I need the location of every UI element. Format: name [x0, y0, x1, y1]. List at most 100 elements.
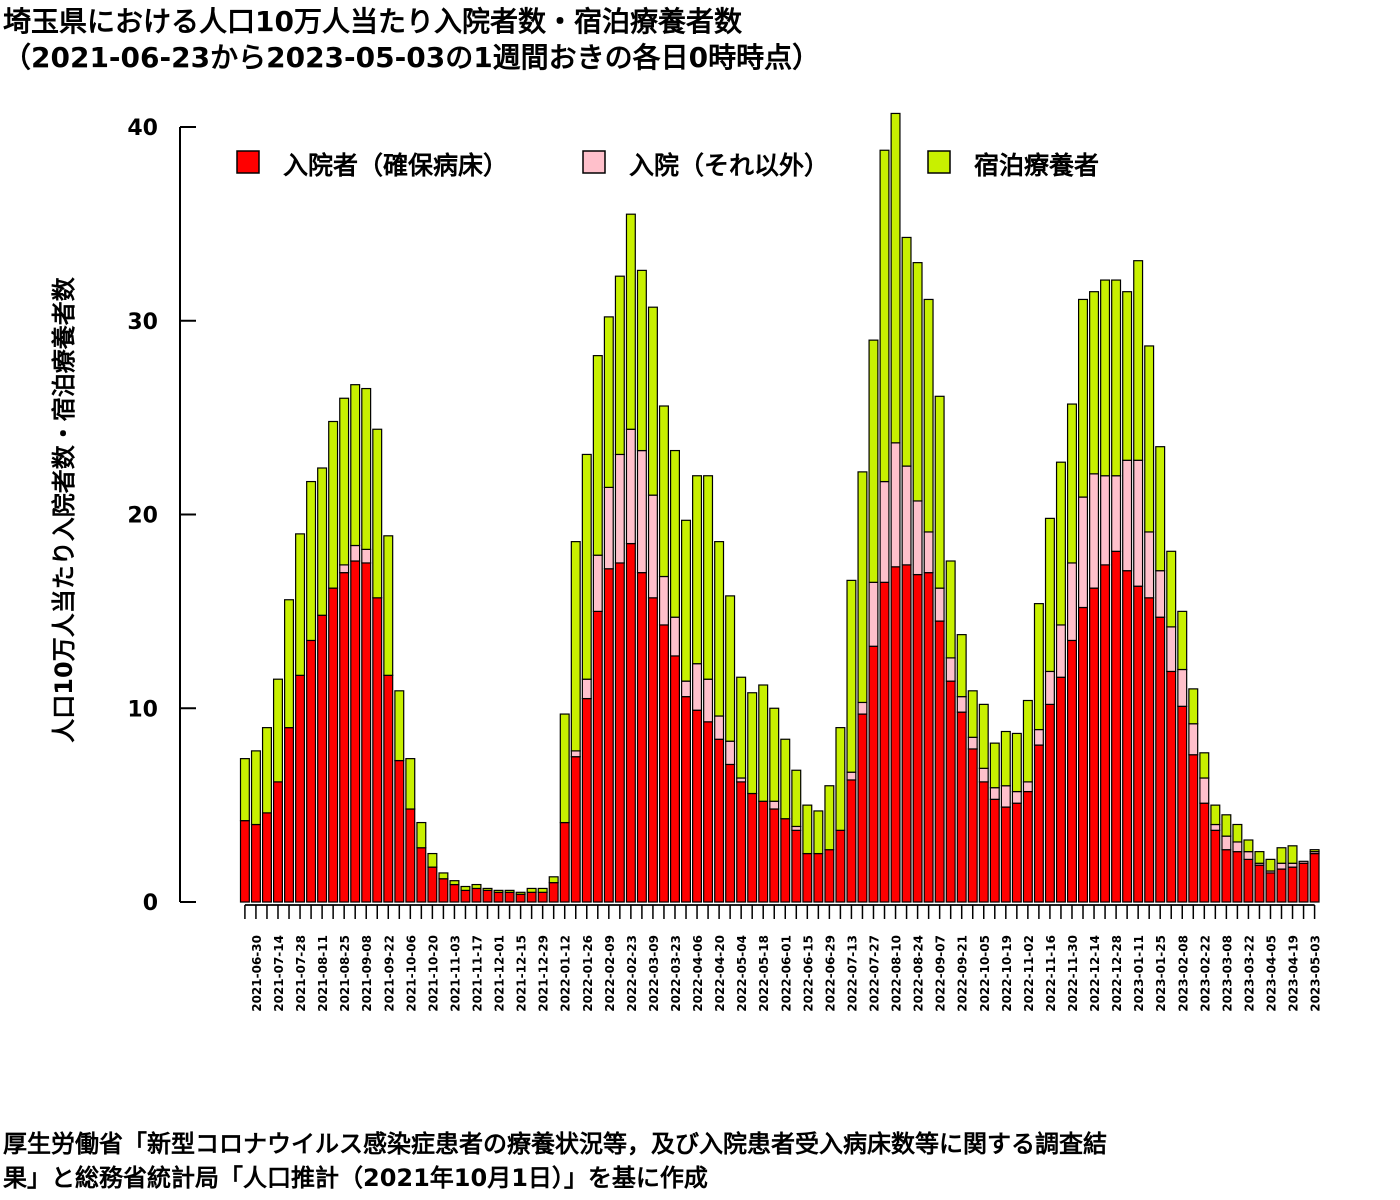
bar-hosp-other-2022-10-26 — [1011, 790, 1022, 804]
bar-hotel-2022-02-23 — [625, 213, 636, 430]
bar-hosp-other-2022-08-17 — [901, 465, 912, 566]
bar-hosp-secured-2022-03-30 — [680, 696, 692, 903]
bar-hosp-secured-2022-04-27 — [725, 763, 736, 903]
bar-hotel-2022-07-13 — [846, 579, 857, 773]
bar-hosp-secured-2022-10-19 — [1000, 806, 1011, 903]
bar-hotel-2022-04-27 — [725, 595, 736, 742]
bar-hosp-secured-2022-11-16 — [1044, 703, 1055, 903]
source-note: 厚生労働省「新型コロナウイルス感染症患者の療養状況等，及び入院患者受入病床数等に… — [3, 1127, 1395, 1195]
bar-hotel-2022-04-06 — [692, 475, 703, 665]
bar-hosp-other-2022-08-10 — [890, 442, 901, 568]
bar-hosp-other-2022-08-24 — [912, 500, 923, 576]
bar-hotel-2023-04-19 — [1287, 845, 1298, 864]
bar-hosp-secured-2023-01-04 — [1122, 570, 1133, 903]
bar-hosp-secured-2022-06-29 — [824, 849, 835, 903]
bar-hosp-secured-2022-09-21 — [956, 711, 967, 903]
bar-hosp-other-2022-01-19 — [570, 750, 581, 758]
x-tick-label-2021-12-15: 2021-12-15 — [515, 935, 529, 1012]
bar-hosp-secured-2022-12-07 — [1077, 606, 1089, 903]
bar-hosp-secured-2022-07-20 — [857, 713, 868, 903]
x-tick-label-2021-09-22: 2021-09-22 — [382, 935, 396, 1012]
bar-hosp-other-2022-09-28 — [967, 736, 978, 750]
x-tick-label-2021-09-08: 2021-09-08 — [360, 935, 374, 1012]
bar-hotel-2022-03-23 — [669, 449, 681, 618]
bar-hosp-other-2022-02-23 — [625, 428, 636, 545]
bar-hosp-secured-2022-12-14 — [1089, 587, 1100, 903]
bar-hotel-2022-07-06 — [835, 727, 846, 831]
bar-hotel-2022-10-26 — [1011, 732, 1022, 793]
bar-hosp-secured-2021-10-20 — [427, 866, 438, 903]
bar-hotel-2022-05-11 — [747, 692, 758, 795]
bar-hosp-secured-2022-03-23 — [669, 655, 681, 903]
bar-hosp-secured-2022-03-16 — [658, 624, 669, 903]
bar-hosp-other-2022-02-16 — [614, 453, 625, 564]
bar-hosp-secured-2022-09-07 — [934, 620, 945, 903]
bar-hotel-2021-08-11 — [317, 467, 328, 616]
legend: 入院者（確保病床） 入院（それ以外） 宿泊療養者 — [236, 150, 1099, 180]
bar-hotel-2022-05-04 — [736, 676, 747, 779]
bar-hosp-secured-2022-08-10 — [890, 566, 901, 903]
y-tick-label-20: 20 — [127, 504, 158, 529]
bar-hosp-other-2022-07-27 — [868, 581, 879, 647]
bar-hosp-secured-2022-01-05 — [548, 882, 559, 903]
legend-swatch-hotel — [927, 150, 951, 174]
bar-hotel-2022-03-02 — [636, 269, 647, 452]
bar-hosp-secured-2021-12-15 — [515, 893, 526, 903]
bar-hotel-2022-01-26 — [581, 453, 592, 680]
x-tick-label-2021-11-03: 2021-11-03 — [448, 935, 462, 1012]
bar-hotel-2023-01-11 — [1133, 260, 1144, 461]
bar-hosp-secured-2022-03-09 — [647, 597, 658, 903]
bar-hosp-secured-2023-04-12 — [1276, 868, 1287, 903]
x-tick-label-2021-06-30: 2021-06-30 — [250, 935, 264, 1012]
bar-hotel-2022-11-23 — [1055, 461, 1066, 626]
bar-hosp-secured-2021-07-14 — [272, 781, 283, 903]
bar-hosp-other-2022-03-23 — [669, 616, 681, 657]
bar-hosp-other-2022-11-30 — [1066, 562, 1077, 642]
bar-hosp-secured-2021-11-24 — [482, 889, 493, 903]
bar-hotel-2022-08-17 — [901, 236, 912, 467]
bar-hosp-secured-2021-12-29 — [537, 891, 548, 903]
bar-hosp-secured-2022-03-02 — [636, 572, 647, 903]
y-axis: 0 10 20 30 40 — [127, 116, 196, 916]
bar-hosp-other-2022-03-09 — [647, 494, 658, 599]
bar-hosp-secured-2022-01-12 — [559, 821, 570, 903]
x-tick-label-2022-07-27: 2022-07-27 — [867, 935, 881, 1012]
x-tick-label-2022-06-29: 2022-06-29 — [823, 935, 837, 1012]
bar-hosp-secured-2021-12-08 — [504, 891, 515, 903]
bar-hotel-2022-03-30 — [680, 519, 692, 682]
bar-hosp-secured-2022-08-17 — [901, 564, 912, 903]
chart-title: 埼玉県における人口10万人当たり入院者数・宿泊療養者数 （2021-06-23か… — [3, 4, 820, 76]
bar-hotel-2023-02-08 — [1177, 610, 1188, 671]
bar-hotel-2022-07-20 — [857, 471, 868, 704]
bar-hotel-2021-12-29 — [537, 887, 548, 893]
bar-hotel-2023-03-15 — [1232, 823, 1243, 843]
bar-hosp-other-2021-09-01 — [350, 544, 361, 562]
bar-hotel-2022-11-02 — [1022, 699, 1033, 783]
bar-hotel-2021-09-08 — [361, 387, 372, 550]
bar-hotel-2022-02-02 — [592, 355, 603, 556]
bar-hotel-2023-01-18 — [1144, 345, 1155, 533]
x-tick-label-2022-12-28: 2022-12-28 — [1110, 935, 1124, 1012]
x-tick-label-2022-09-21: 2022-09-21 — [956, 935, 970, 1012]
bar-hosp-other-2022-02-09 — [603, 486, 614, 570]
bar-hotel-2022-06-22 — [813, 810, 824, 855]
bar-hotel-2021-07-07 — [261, 727, 272, 814]
bar-hotel-2021-07-21 — [284, 599, 295, 729]
bar-hosp-secured-2021-07-28 — [295, 674, 306, 903]
bar-hosp-other-2022-03-16 — [658, 575, 669, 626]
legend-label-hosp-secured: 入院者（確保病床） — [283, 151, 508, 180]
bar-hosp-secured-2023-03-29 — [1254, 864, 1265, 903]
bar-hosp-secured-2023-02-15 — [1188, 754, 1199, 903]
x-tick-label-2022-09-07: 2022-09-07 — [934, 935, 948, 1012]
bar-hosp-secured-2022-08-31 — [923, 572, 934, 903]
bar-hotel-2022-04-13 — [703, 475, 714, 680]
bar-hosp-other-2022-10-19 — [1000, 785, 1011, 808]
bar-hosp-secured-2022-01-26 — [581, 697, 592, 903]
bar-hotel-2022-03-16 — [658, 405, 669, 578]
bar-hotel-2021-11-10 — [460, 885, 471, 891]
bar-hotel-2021-07-14 — [272, 678, 283, 783]
bar-hotel-2023-04-12 — [1276, 847, 1287, 864]
bar-hosp-other-2022-04-06 — [692, 663, 703, 711]
bar-hotel-2023-03-22 — [1243, 839, 1254, 853]
